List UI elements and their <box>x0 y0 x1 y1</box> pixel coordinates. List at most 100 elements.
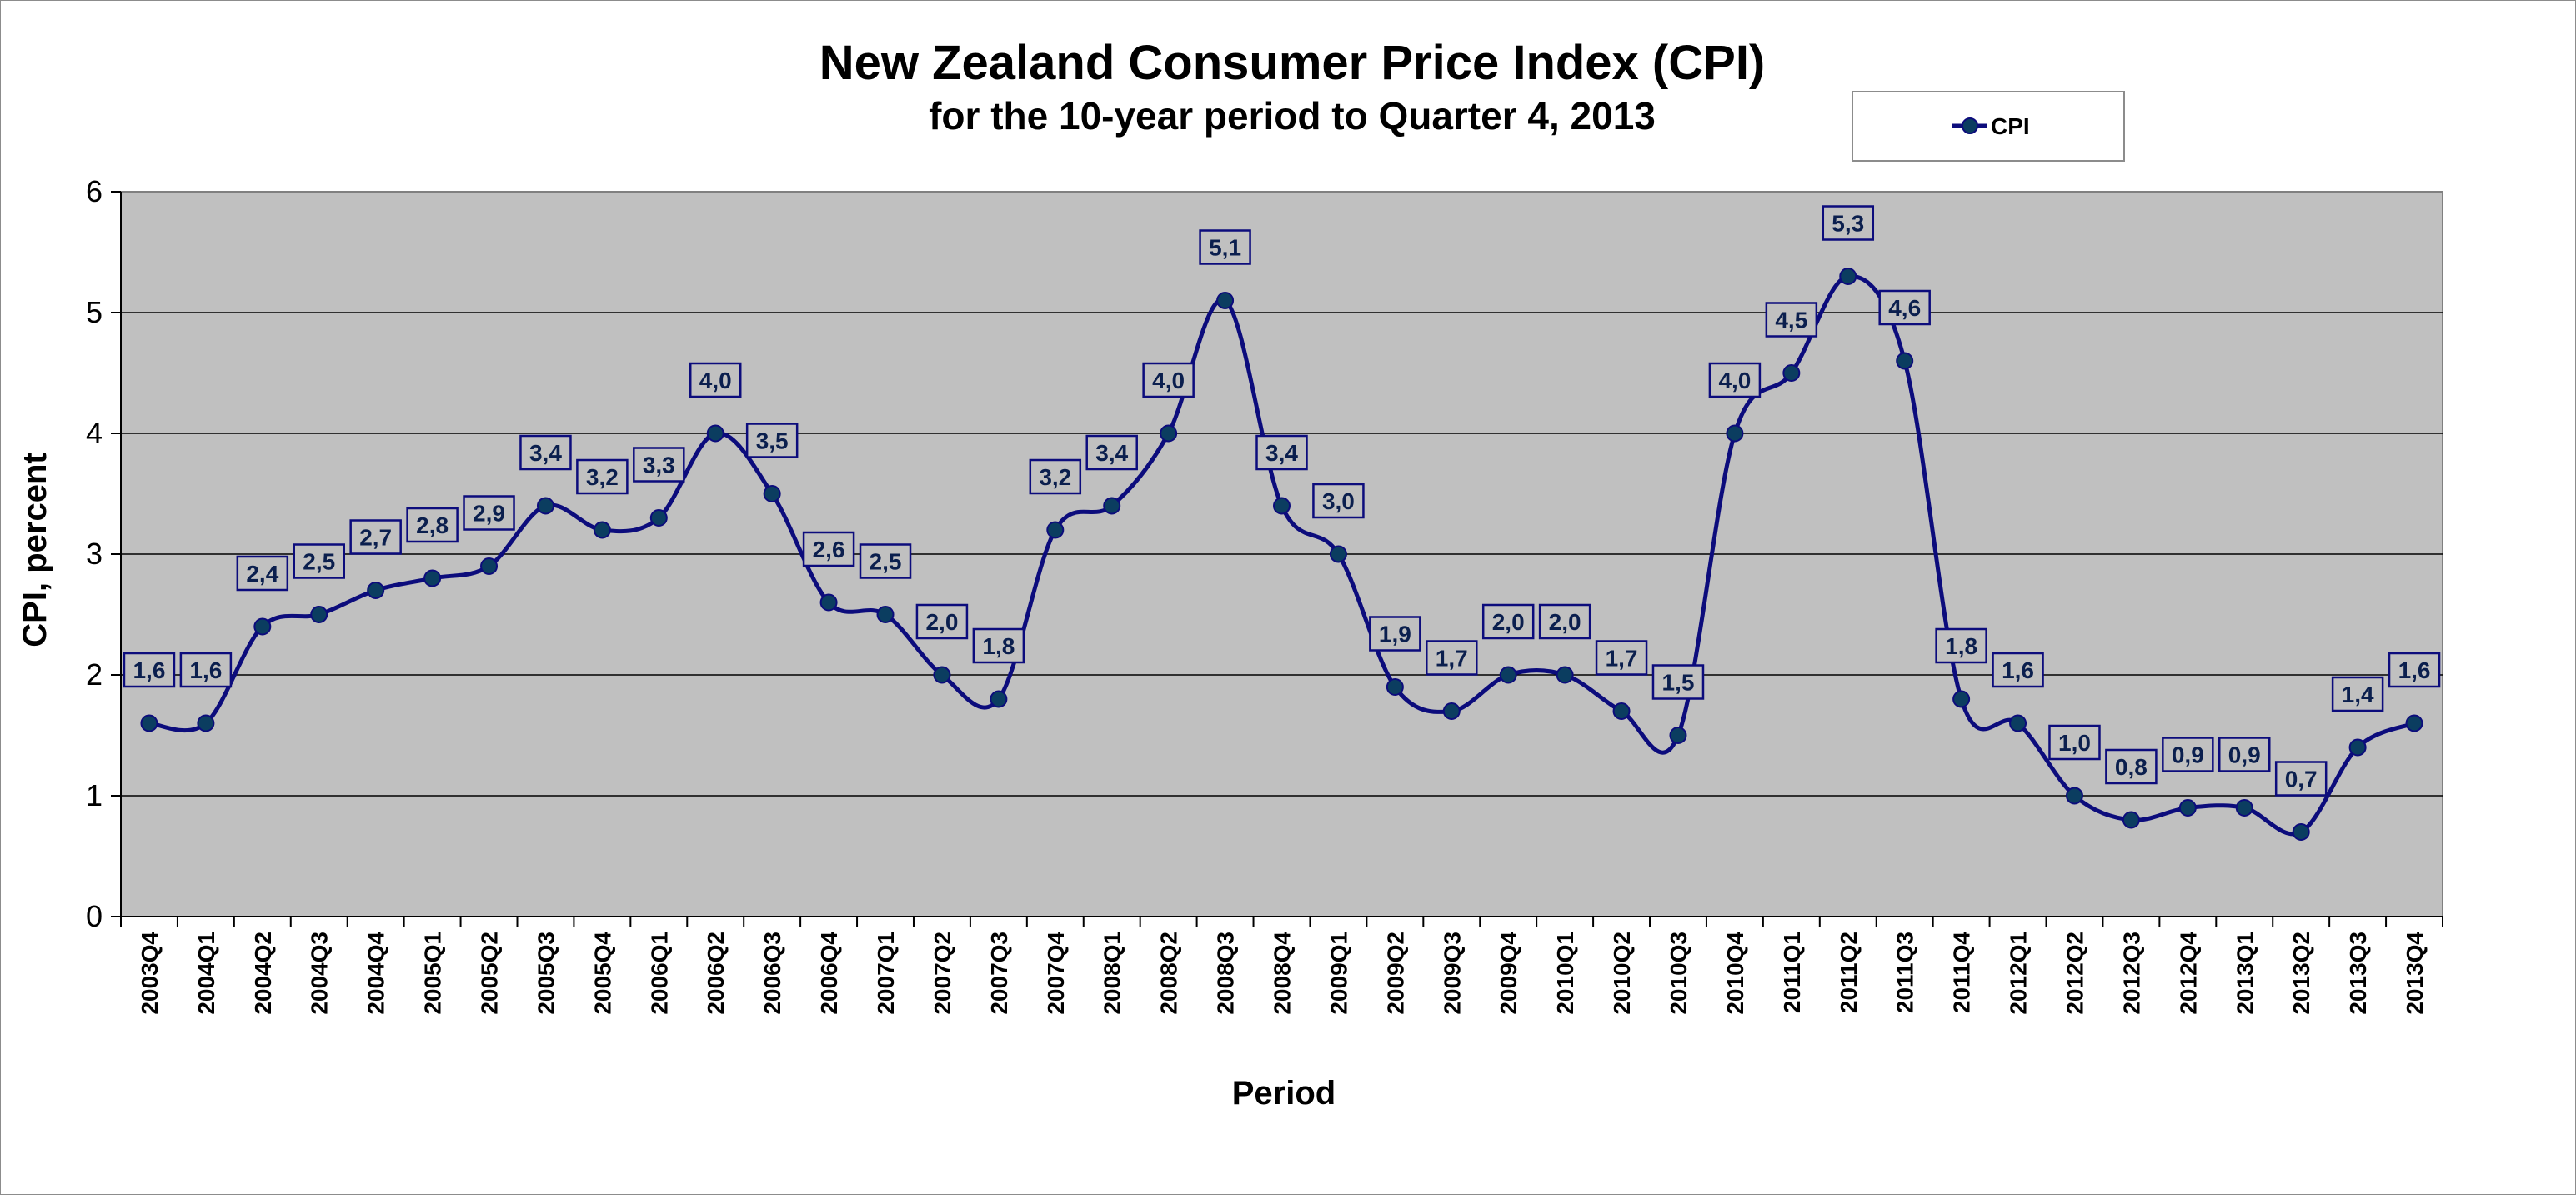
data-label: 2,0 <box>1549 609 1581 635</box>
legend: CPI <box>1852 91 2125 162</box>
x-tick-label: 2012Q2 <box>2062 932 2087 1015</box>
data-label-box <box>1029 458 1082 495</box>
x-tick-label: 2005Q2 <box>477 932 503 1015</box>
data-point <box>1669 727 1687 744</box>
y-tick-label: 6 <box>86 174 103 208</box>
y-tick-label: 2 <box>86 658 103 692</box>
data-label: 2,0 <box>925 609 958 635</box>
data-point <box>593 521 611 539</box>
x-tick-label: 2012Q1 <box>2006 932 2032 1015</box>
data-label-box <box>1142 362 1195 398</box>
data-label: 1,7 <box>1606 646 1638 672</box>
y-tick-label: 1 <box>86 778 103 812</box>
data-label: 0,8 <box>2115 754 2148 780</box>
data-label-box <box>1312 482 1365 519</box>
x-tick-label: 2004Q2 <box>250 932 276 1015</box>
data-label-box <box>2105 748 2158 785</box>
data-label: 2,7 <box>359 525 392 551</box>
legend-marker-swatch <box>1962 118 1978 134</box>
x-tick-label: 2006Q4 <box>816 932 842 1015</box>
data-label-box <box>2048 724 2101 761</box>
data-label: 0,9 <box>2172 742 2204 768</box>
data-point <box>253 618 272 636</box>
data-label: 1,9 <box>1379 622 1411 648</box>
data-label-box <box>236 555 289 592</box>
data-label: 2,6 <box>813 537 845 562</box>
data-point <box>1612 702 1631 720</box>
axes <box>111 191 2443 927</box>
data-label: 4,0 <box>1718 368 1751 393</box>
x-tick-label: 2005Q1 <box>420 932 446 1015</box>
x-tick-label: 2013Q2 <box>2288 932 2314 1015</box>
data-label-box <box>519 434 572 471</box>
data-label-box <box>1595 640 1648 676</box>
data-label: 3,5 <box>756 428 789 454</box>
x-tick-label: 2006Q1 <box>646 932 672 1015</box>
data-label-box <box>802 531 855 568</box>
data-label: 1,6 <box>189 658 222 683</box>
data-point <box>990 690 1008 708</box>
data-label-box <box>915 603 969 640</box>
data-point <box>1726 424 1744 442</box>
data-point <box>1160 424 1178 442</box>
data-label-box <box>1085 434 1138 471</box>
x-tick-label: 2012Q3 <box>2118 932 2144 1015</box>
x-tick-label: 2012Q4 <box>2175 932 2201 1015</box>
data-label: 3,2 <box>586 464 619 490</box>
data-label-box <box>1538 603 1591 640</box>
data-point <box>1046 521 1065 539</box>
data-label: 5,3 <box>1832 211 1864 237</box>
data-point <box>1103 497 1121 515</box>
y-axis-title: CPI, percent <box>17 452 53 647</box>
x-tick-label: 2004Q4 <box>363 932 389 1015</box>
data-label: 1,8 <box>1945 633 1977 659</box>
x-tick-labels: 2003Q4 2004Q1 2004Q2 2004Q3 2004Q4 2005Q1 2005… <box>137 932 2428 1015</box>
data-label-box <box>1199 229 1251 265</box>
data-label: 4,5 <box>1775 308 1807 333</box>
data-point <box>2122 811 2140 829</box>
data-label-box <box>1935 628 1987 664</box>
data-label-box <box>406 507 459 543</box>
data-label-box <box>2331 676 2384 712</box>
data-point <box>310 606 328 623</box>
data-label: 4,6 <box>1888 295 1921 321</box>
x-tick-label: 2009Q1 <box>1326 932 1351 1015</box>
data-markers <box>140 268 2423 841</box>
data-label-box <box>293 543 345 579</box>
data-label: 3,2 <box>1039 464 1071 490</box>
x-tick-label: 2011Q3 <box>1892 932 1918 1013</box>
x-tick-label: 2005Q3 <box>533 932 559 1015</box>
data-point <box>2405 714 2423 732</box>
x-tick-label: 2008Q1 <box>1100 932 1125 1015</box>
data-label: 2,5 <box>870 549 902 575</box>
data-label-box <box>2218 737 2271 772</box>
data-point <box>1499 666 1517 684</box>
data-label: 0,7 <box>2285 767 2318 792</box>
data-point <box>819 593 838 612</box>
data-point <box>876 606 895 623</box>
y-tick-label: 0 <box>86 899 103 933</box>
x-tick-label: 2005Q4 <box>589 932 615 1015</box>
data-point <box>1952 690 1971 708</box>
x-tick-label: 2007Q3 <box>986 932 1012 1015</box>
data-point <box>763 485 781 502</box>
data-label-box <box>633 447 685 482</box>
data-point <box>1896 352 1914 370</box>
data-label: 1,6 <box>2398 658 2431 683</box>
y-tick-label: 5 <box>86 295 103 329</box>
x-tick-label: 2013Q1 <box>2232 932 2258 1015</box>
data-point <box>2348 738 2367 757</box>
data-label-box <box>349 519 402 555</box>
data-label-box <box>1708 362 1762 398</box>
y-tick-label: 4 <box>86 416 103 450</box>
data-label-box <box>1992 652 2044 688</box>
series-line-cpi <box>148 273 2416 837</box>
x-tick-label: 2010Q2 <box>1609 932 1635 1015</box>
x-tick-label: 2007Q4 <box>1043 932 1069 1015</box>
data-label-box <box>123 652 176 688</box>
data-label: 1,0 <box>2058 730 2091 756</box>
data-label-box <box>179 652 233 688</box>
data-label-box <box>463 495 515 531</box>
data-label-box <box>1822 205 1875 241</box>
data-point <box>1782 364 1801 382</box>
